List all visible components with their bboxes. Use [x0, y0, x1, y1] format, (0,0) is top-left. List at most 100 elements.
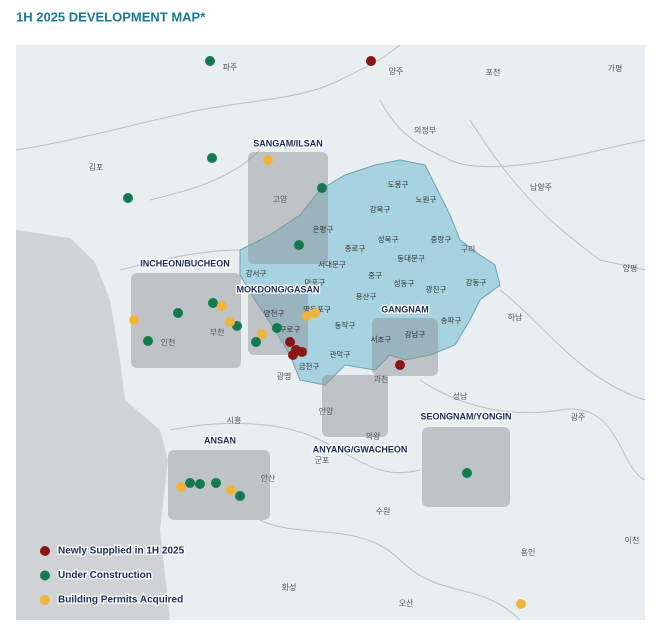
- district-label: 중랑구: [431, 235, 452, 244]
- place-label: 가평: [608, 63, 623, 73]
- place-label: 파주: [223, 63, 238, 72]
- site-marker: [217, 301, 227, 311]
- district-label: 서대문구: [318, 260, 346, 269]
- site-marker: [310, 308, 320, 318]
- place-label: 구리: [461, 245, 476, 254]
- site-marker: [211, 478, 221, 488]
- legend-marker: [40, 595, 50, 605]
- district-label: 서초구: [371, 335, 392, 344]
- district-label: 금천구: [299, 361, 320, 371]
- place-label: 부천: [210, 327, 225, 337]
- seoul: [239, 159, 501, 386]
- place-label: 의왕: [366, 431, 381, 441]
- zone-box: [322, 375, 388, 437]
- legend-label: Under Construction: [58, 570, 152, 581]
- site-marker: [207, 153, 217, 163]
- place-label: 양주: [389, 67, 404, 76]
- site-marker: [257, 329, 267, 339]
- district-label: 용산구: [356, 291, 377, 301]
- place-label: 용인: [521, 547, 536, 557]
- place-label: 과천: [374, 374, 389, 384]
- site-marker: [516, 599, 526, 609]
- site-marker: [285, 337, 295, 347]
- place-label: 하남: [508, 312, 523, 322]
- place-label: 광주: [571, 412, 586, 422]
- site-marker: [263, 155, 273, 165]
- district-label: 구로구: [280, 325, 301, 334]
- district-label: 강북구: [370, 204, 391, 214]
- legend-marker: [40, 546, 50, 556]
- place-label: 인천: [161, 337, 176, 347]
- site-marker: [195, 479, 205, 489]
- place-label: 김포: [89, 162, 104, 172]
- place-label: 군포: [315, 456, 330, 465]
- zone-box: [372, 318, 438, 376]
- site-marker: [297, 347, 307, 357]
- site-marker: [208, 298, 218, 308]
- district-label: 성동구: [394, 279, 415, 288]
- zone-label: ANYANG/GWACHEON: [313, 444, 408, 454]
- site-marker: [462, 468, 472, 478]
- place-label: 의정부: [414, 125, 436, 135]
- place-label: 양평: [623, 263, 638, 273]
- district-label: 종로구: [345, 244, 366, 253]
- site-marker: [294, 240, 304, 250]
- zone-label: MOKDONG/GASAN: [237, 284, 320, 294]
- district-label: 중구: [368, 271, 382, 280]
- site-marker: [185, 478, 195, 488]
- site-marker: [366, 56, 376, 66]
- place-label: 수원: [376, 507, 391, 516]
- district-label: 동대문구: [397, 254, 425, 263]
- place-label: 성남: [453, 392, 468, 401]
- site-marker: [225, 317, 235, 327]
- district-label: 관악구: [330, 349, 351, 359]
- site-marker: [129, 315, 139, 325]
- zone-box: [248, 152, 328, 264]
- site-marker: [143, 336, 153, 346]
- legend-marker: [40, 570, 50, 581]
- district-label: 도봉구: [388, 180, 409, 189]
- district-label: 강남구: [405, 329, 426, 339]
- zone-box: [422, 427, 510, 507]
- site-marker: [302, 311, 312, 321]
- legend-label: Newly Supplied in 1H 2025: [58, 546, 185, 557]
- district-label: 동작구: [335, 320, 356, 330]
- site-marker: [176, 482, 186, 492]
- place-label: 시흥: [227, 415, 242, 425]
- place-label: 화성: [282, 583, 297, 592]
- place-label: 포천: [486, 67, 501, 77]
- district-label: 양천구: [264, 308, 285, 318]
- place-label: 오산: [399, 598, 414, 608]
- district-label: 강서구: [246, 268, 267, 278]
- legend-label: Building Permits Acquired: [58, 595, 183, 606]
- site-marker: [395, 360, 405, 370]
- district-label: 성북구: [378, 235, 399, 244]
- zone-label: ANSAN: [204, 435, 236, 445]
- site-marker: [235, 491, 245, 501]
- site-marker: [251, 337, 261, 347]
- district-label: 은평구: [313, 224, 334, 234]
- site-marker: [123, 193, 133, 203]
- district-label: 강동구: [466, 277, 487, 287]
- zone-label: GANGNAM: [381, 304, 429, 314]
- title: 1H 2025 DEVELOPMENT MAP*: [16, 9, 206, 24]
- district-label: 노원구: [416, 195, 437, 204]
- site-marker: [226, 485, 236, 495]
- district-label: 광진구: [426, 284, 447, 294]
- zone-label: SEONGNAM/YONGIN: [420, 411, 511, 421]
- district-label: 송파구: [441, 316, 462, 325]
- zone-label: INCHEON/BUCHEON: [140, 258, 230, 268]
- sea: [16, 230, 170, 620]
- site-marker: [288, 350, 298, 360]
- site-marker: [317, 183, 327, 193]
- place-label: 광명: [277, 371, 292, 381]
- zone-label: SANGAM/ILSAN: [253, 138, 323, 148]
- site-marker: [272, 323, 282, 333]
- zone-box: [131, 273, 241, 368]
- place-label: 고양: [273, 195, 288, 204]
- site-marker: [205, 56, 215, 66]
- place-label: 남양주: [530, 183, 552, 192]
- place-label: 안양: [319, 406, 334, 416]
- site-marker: [173, 308, 183, 318]
